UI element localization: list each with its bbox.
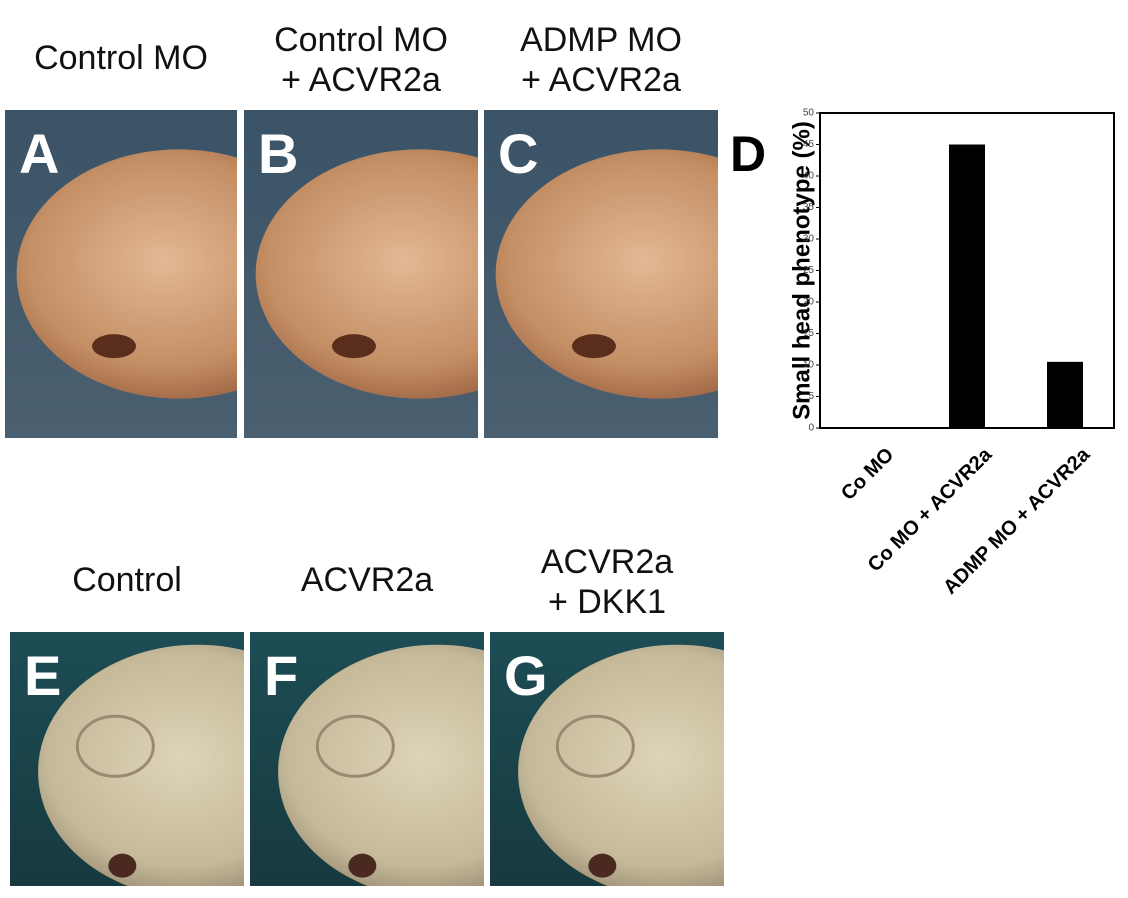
- panel-label: A: [19, 122, 59, 185]
- cement-gland: [571, 334, 616, 359]
- panel-caption: + ACVR2a: [281, 61, 441, 99]
- embryo-body: [38, 644, 244, 886]
- y-axis-label: Small head phenotype (%): [788, 121, 815, 420]
- y-tick-label: 30: [803, 234, 815, 245]
- embryo: [16, 149, 237, 399]
- embryo: [38, 644, 244, 886]
- photo-panel: [250, 632, 484, 886]
- y-tick-label: 20: [803, 297, 815, 308]
- cement-gland: [331, 334, 376, 359]
- panel-caption: ACVR2a: [541, 543, 673, 581]
- embryo: [255, 149, 478, 399]
- y-tick-label: 25: [803, 265, 815, 276]
- x-tick-label: Co MO: [837, 444, 898, 505]
- panel-label: F: [264, 644, 298, 707]
- y-tick-label: 40: [803, 171, 815, 182]
- y-tick-label: 50: [803, 108, 815, 119]
- panel-label: D: [730, 126, 766, 182]
- embryo-body: [278, 644, 484, 886]
- eye: [555, 714, 635, 778]
- photo-panel: [10, 632, 244, 886]
- embryo-body: [255, 149, 478, 399]
- y-tick-label: 15: [803, 328, 815, 339]
- panel-label: G: [504, 644, 548, 707]
- panel-caption: ACVR2a: [301, 561, 433, 599]
- embryo: [495, 149, 718, 399]
- embryo: [278, 644, 484, 886]
- bar: [949, 144, 985, 428]
- cement-gland: [588, 853, 617, 878]
- photo-panel: [244, 110, 478, 438]
- panel-caption: Control: [72, 561, 182, 599]
- panel-caption: Control MO: [34, 39, 208, 77]
- y-tick-label: 10: [803, 360, 815, 371]
- y-tick-label: 5: [808, 391, 814, 402]
- panel-label: C: [498, 122, 538, 185]
- y-tick-label: 45: [803, 139, 815, 150]
- embryo: [518, 644, 724, 886]
- cement-gland: [108, 853, 137, 878]
- panel-caption: + DKK1: [548, 583, 666, 621]
- eye: [315, 714, 395, 778]
- photo-panel: [484, 110, 718, 438]
- panel-label: B: [258, 122, 298, 185]
- y-tick-label: 0: [808, 423, 814, 434]
- panel-caption: + ACVR2a: [521, 61, 681, 99]
- cement-gland: [92, 334, 137, 359]
- embryo-body: [495, 149, 718, 399]
- bar: [1047, 361, 1083, 428]
- panel-label: E: [24, 644, 61, 707]
- eye: [75, 714, 155, 778]
- embryo-body: [518, 644, 724, 886]
- panel-caption: ADMP MO: [520, 21, 682, 59]
- photo-panel: [490, 632, 724, 886]
- panel-caption: Control MO: [274, 21, 448, 59]
- embryo-body: [16, 149, 237, 399]
- cement-gland: [348, 853, 377, 878]
- photo-panel: [5, 110, 237, 438]
- y-tick-label: 35: [803, 202, 815, 213]
